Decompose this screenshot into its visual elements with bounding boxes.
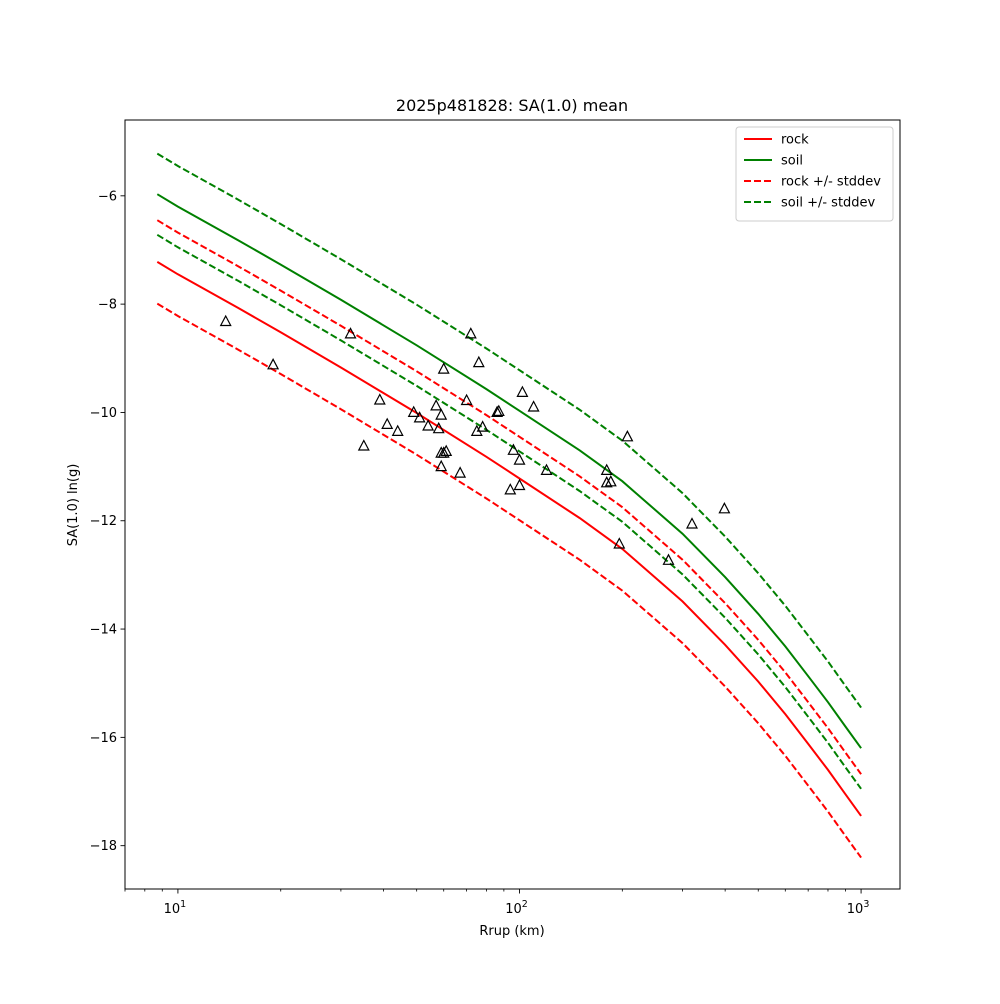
y-tick-label: −16 (90, 731, 117, 746)
observation-marker (437, 446, 450, 458)
observation-marker (718, 502, 731, 514)
observation-marker (373, 393, 386, 405)
x-tick-label: 102 (505, 899, 528, 917)
observation-marker (472, 355, 485, 368)
observation-marker (513, 453, 526, 465)
observation-marker (381, 417, 394, 429)
y-tick-label: −18 (90, 839, 117, 854)
y-tick-label: −8 (98, 298, 117, 313)
observation-marker (437, 362, 450, 374)
observation-marker (422, 419, 435, 431)
observation-marker (540, 463, 553, 475)
y-tick-label: −14 (90, 623, 117, 638)
series-line-rock-0 (156, 261, 862, 817)
observation-marker (476, 420, 489, 432)
x-tick-label: 101 (164, 899, 187, 917)
observation-marker (600, 476, 613, 488)
legend-label-rock-stddev: rock +/- stddev (781, 175, 881, 190)
series-line-rock-stddev-3 (156, 302, 862, 859)
legend-label-rock: rock (781, 133, 809, 148)
observation-marker (604, 475, 617, 487)
observation-marker (460, 393, 473, 406)
observation-marker (527, 400, 540, 412)
legend-label-soil-stddev: soil +/- stddev (781, 196, 876, 211)
observation-marker (686, 517, 698, 529)
y-tick-label: −12 (90, 514, 117, 529)
observation-marker (662, 553, 675, 565)
observation-marker (504, 483, 517, 495)
observation-marker (491, 405, 504, 417)
observation-marker (600, 463, 613, 475)
x-tick-label: 103 (847, 899, 870, 917)
observation-marker (454, 466, 467, 478)
chart-title: 2025p481828: SA(1.0) mean (396, 96, 628, 115)
y-tick-label: −6 (98, 189, 117, 204)
y-axis-label: SA(1.0) ln(g) (66, 464, 81, 547)
legend: rock soil rock +/- stddev soil +/- stddev (735, 126, 894, 222)
observation-marker (267, 358, 280, 370)
observation-marker (464, 327, 477, 339)
observation-marker (344, 327, 357, 339)
plot-frame (124, 119, 901, 890)
legend-box (735, 126, 894, 222)
series-line-soil-stddev-4 (156, 152, 862, 709)
observation-marker (513, 478, 526, 491)
observation-marker (435, 408, 448, 420)
legend-label-soil: soil (781, 154, 803, 169)
observation-marker (440, 444, 453, 456)
observation-marker (613, 537, 626, 549)
observation-marker (516, 385, 529, 397)
observation-marker (430, 399, 443, 411)
observation-marker (435, 459, 448, 472)
observation-marker (391, 424, 404, 436)
observation-marker (492, 404, 505, 416)
observation-marker (357, 439, 370, 451)
observation-marker (621, 430, 634, 442)
observation-marker (432, 421, 445, 434)
y-tick-label: −10 (90, 406, 117, 421)
series-line-soil-1 (156, 193, 862, 749)
observation-marker (507, 443, 520, 455)
observation-marker (407, 405, 420, 417)
series-line-rock-stddev-2 (156, 219, 862, 775)
observation-marker (219, 314, 232, 327)
observation-marker (413, 411, 426, 423)
series-line-soil-stddev-5 (156, 233, 862, 790)
x-axis-label: Rrup (km) (479, 924, 544, 939)
